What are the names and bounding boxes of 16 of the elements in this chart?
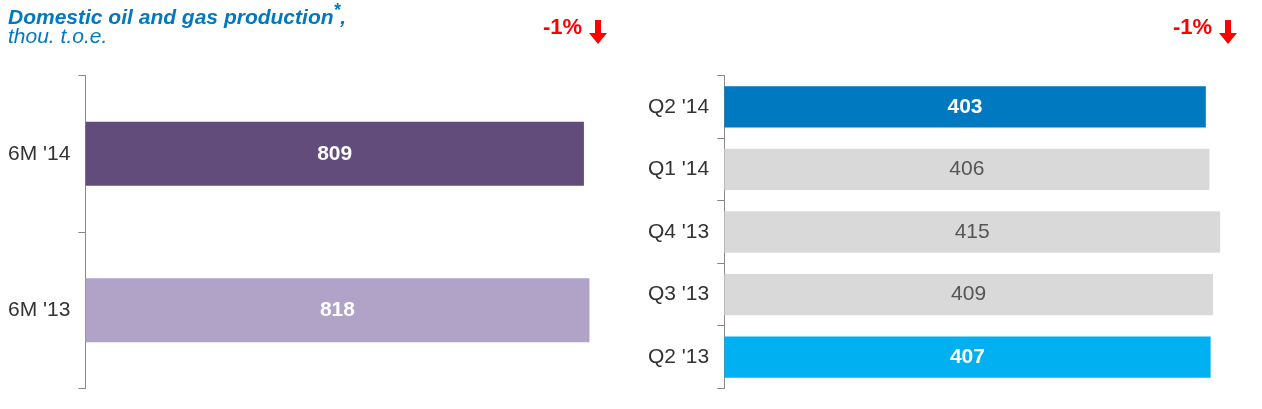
y-tick-label: Q2 '14	[648, 93, 710, 117]
data-label: 403	[947, 93, 983, 117]
y-tick-label: Q3 '13	[648, 281, 710, 305]
text: -1%	[542, 14, 582, 40]
data-label: 818	[319, 297, 356, 320]
data-label: 409	[951, 281, 987, 305]
y-tick-label: 6M '14	[8, 140, 71, 164]
data-label: 415	[954, 218, 990, 242]
y-tick-label: Q2 '13	[648, 343, 710, 367]
data-label: 809	[317, 140, 353, 164]
y-tick-label: Q1 '14	[648, 156, 710, 180]
data-label: 407	[949, 343, 985, 367]
data-label: 406	[949, 156, 985, 180]
text: -1%	[1172, 14, 1212, 40]
y-tick-label: 6M '13	[8, 297, 71, 320]
y-tick-label: Q4 '13	[648, 218, 710, 242]
